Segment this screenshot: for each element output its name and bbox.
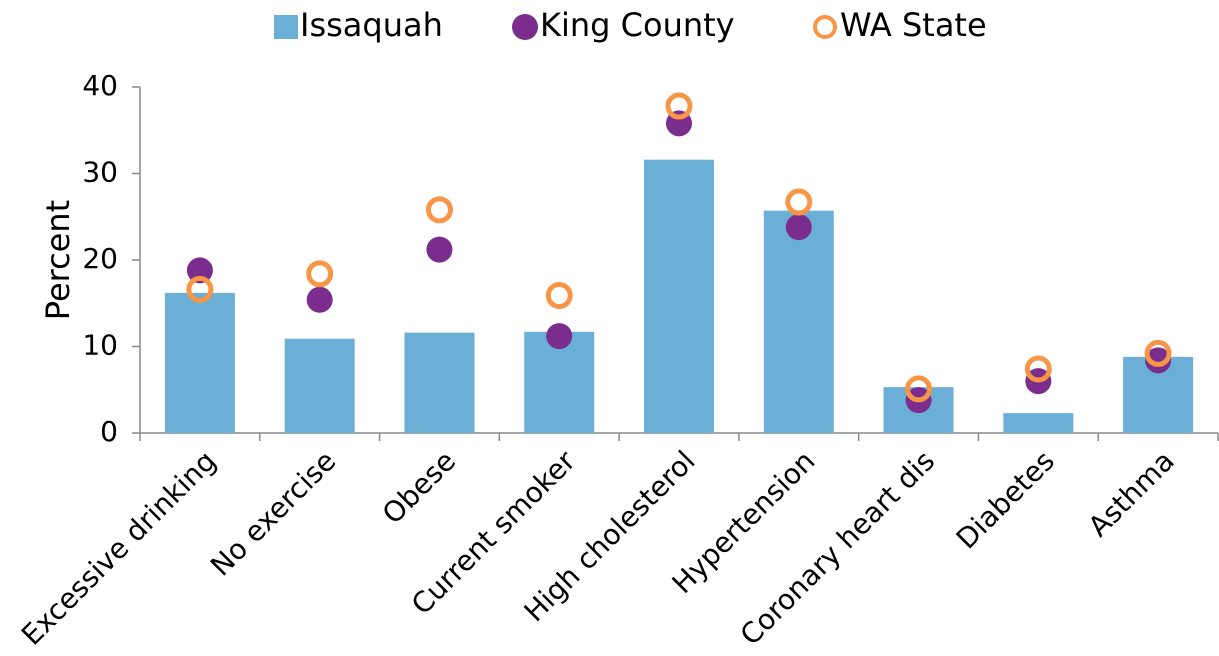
bar (164, 292, 235, 433)
y-tick-label: 10 (82, 329, 118, 362)
ring-marker (1024, 355, 1052, 383)
ring-marker (665, 92, 693, 120)
x-tick-label: Coronary heart dis (734, 444, 941, 651)
legend-label: WA State (840, 6, 987, 44)
legend-label: King County (540, 6, 735, 44)
bar (284, 338, 355, 433)
dot-marker (306, 286, 333, 313)
x-tick-label: Diabetes (950, 444, 1061, 555)
legend-swatch (512, 14, 538, 40)
x-tick-label: Excessive drinking (15, 444, 222, 651)
ring-marker (905, 375, 933, 403)
dot-marker (546, 323, 573, 350)
legend-swatch (274, 15, 298, 39)
dot-marker (785, 214, 812, 241)
x-tick-label: Asthma (1082, 444, 1181, 543)
y-axis-label: Percent (39, 200, 77, 320)
dot-marker (1145, 347, 1172, 374)
legend-swatch (813, 15, 837, 39)
y-tick-label: 40 (82, 69, 118, 102)
bar (1003, 413, 1074, 433)
x-tick-label: No exercise (204, 444, 342, 582)
ring-marker (785, 188, 813, 216)
bar (644, 159, 714, 433)
bar (763, 210, 834, 433)
ring-marker (1144, 339, 1172, 367)
y-tick-label: 20 (82, 242, 118, 275)
bar (404, 332, 475, 433)
y-tick-label: 0 (100, 415, 118, 448)
ring-marker (186, 275, 214, 303)
ring-marker (545, 281, 573, 309)
dot-marker (186, 257, 213, 284)
x-tick-label: Obese (376, 444, 462, 530)
dot-marker (426, 236, 453, 263)
ring-marker (306, 260, 334, 288)
legend-label: Issaquah (300, 6, 443, 44)
ring-marker (425, 196, 453, 224)
y-tick-label: 30 (82, 156, 118, 189)
